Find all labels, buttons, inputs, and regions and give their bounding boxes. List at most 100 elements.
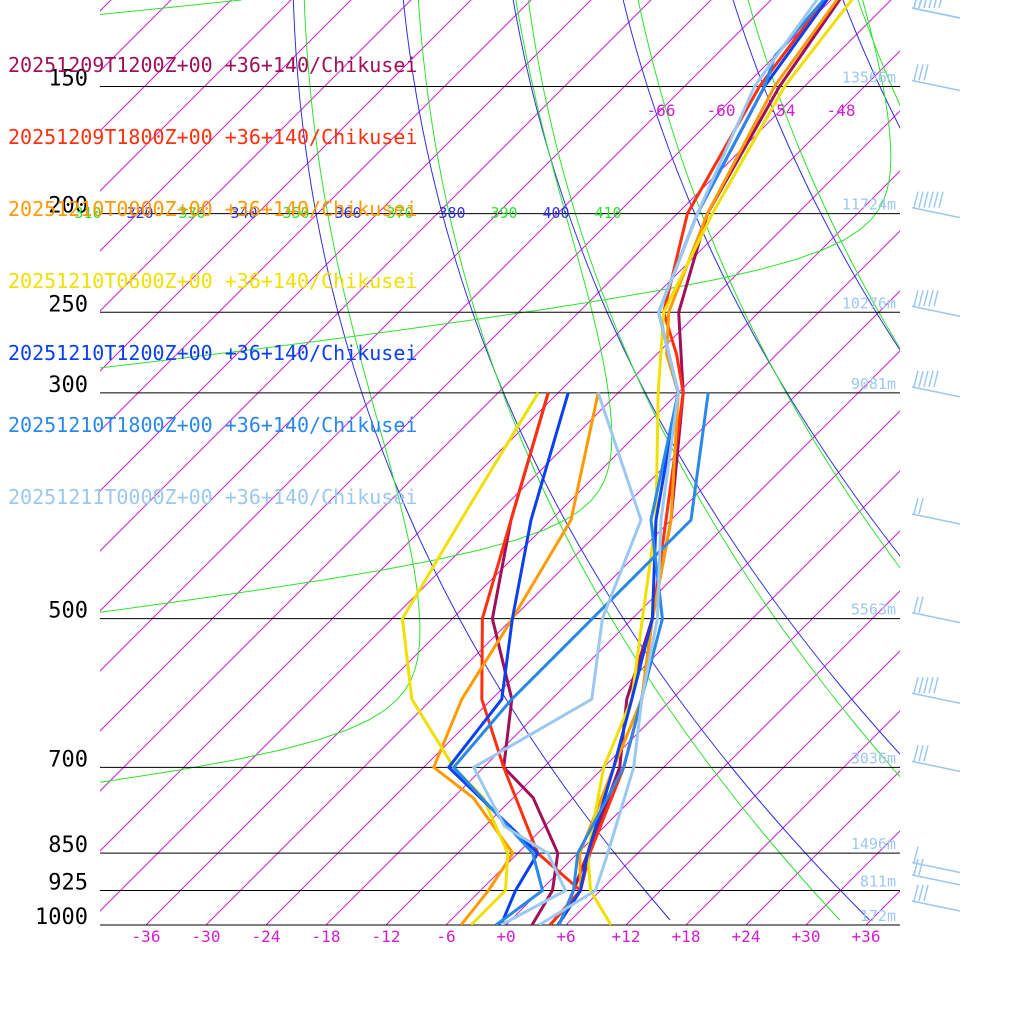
x-tick-label: -36: [132, 927, 161, 946]
wind-barb: [911, 290, 961, 317]
wind-barb: [911, 0, 961, 19]
dry-adiabat-line: [292, 0, 671, 921]
moist-adiabat-line: [968, 0, 1024, 920]
isotherm-line: [100, 0, 652, 552]
wind-barb-flag: [918, 858, 924, 876]
wind-barb-flag: [923, 290, 929, 307]
wind-barb-flag: [933, 0, 937, 9]
isotherm-line: [926, 0, 1024, 925]
isotherm-line: [745, 770, 900, 925]
x-tick-label: +24: [732, 927, 761, 946]
height-label: 13566m: [842, 68, 896, 86]
wind-barb-flag: [913, 370, 919, 388]
wind-barb-flag: [933, 677, 939, 694]
wind-barb-flag: [918, 884, 924, 902]
wind-barb-flag: [918, 745, 924, 762]
moist-adiabat-line: [637, 0, 900, 569]
moist-adiabat-line: [100, 0, 613, 613]
wind-barb-flag: [918, 64, 924, 81]
wind-barb: [911, 846, 961, 874]
isotherm-line: [265, 290, 900, 925]
isotherm-line: [685, 710, 900, 925]
wind-barb-flag: [918, 0, 922, 9]
wind-barb-flag: [918, 370, 924, 388]
wind-barb-flag: [923, 0, 927, 9]
pressure-label: 850: [48, 833, 88, 858]
legend-entry: 20251210T0600Z+00 +36+140/Chikusei: [8, 269, 418, 293]
isotherm-line: [100, 110, 900, 912]
wind-barb: [911, 191, 961, 219]
wind-barb-staff: [911, 79, 961, 92]
isotherm-line: [100, 0, 532, 432]
isotherm-line: [100, 0, 412, 312]
wind-barb-flag: [918, 497, 924, 515]
background-grid: [100, 0, 1024, 925]
isotherm-line: [100, 0, 592, 492]
pressure-label: 150: [48, 66, 88, 91]
wind-barb-flag: [913, 846, 919, 863]
pressure-label: 925: [48, 871, 88, 896]
temperature-profile: [586, 0, 854, 925]
dry-adiabat-line: [622, 0, 900, 557]
height-label: 3036m: [851, 749, 896, 767]
wind-barb-flag: [923, 677, 929, 694]
legend-entry: 20251210T1200Z+00 +36+140/Chikusei: [8, 341, 418, 365]
moist-adiabat-line: [100, 0, 892, 369]
dewpoint-profile: [472, 392, 643, 925]
theta-label: 370: [386, 204, 413, 222]
theta-label: 340: [230, 204, 257, 222]
wind-barb-flag: [913, 64, 919, 81]
isotherm-line: [100, 0, 892, 792]
wind-barb-flag: [913, 677, 919, 694]
theta-label: 360: [334, 204, 361, 222]
isobars: [100, 85, 900, 926]
wind-barb-flag: [933, 290, 939, 307]
dewpoint-profile: [447, 392, 570, 925]
wind-barb-staff: [911, 900, 961, 912]
wind-barb-staff: [911, 692, 961, 704]
temperature-profile: [548, 0, 827, 925]
wind-barb: [911, 745, 961, 773]
dry-adiabat-line: [842, 0, 900, 129]
moist-adiabat-line: [100, 0, 421, 783]
isotherm-line: [565, 590, 900, 925]
wind-barb-flag: [913, 497, 919, 515]
wind-barb-flag: [918, 596, 924, 613]
wind-barb-flag: [913, 745, 919, 762]
legend: 20251209T1200Z+00 +36+140/Chikusei 20251…: [8, 5, 417, 533]
theta-label: 410: [594, 204, 621, 222]
wind-barb-flag: [913, 191, 919, 208]
pressure-label: 1000: [35, 905, 88, 930]
isotherm-line: [100, 0, 772, 672]
dry-adiabat-line: [953, 0, 1024, 920]
wind-barb-flag: [938, 191, 944, 208]
isotherm-label: -60: [707, 101, 736, 120]
isotherm-label: -48: [827, 101, 856, 120]
theta-label: 320: [126, 204, 153, 222]
x-tick-label: +18: [672, 927, 701, 946]
wind-barb-flag: [928, 290, 934, 307]
wind-barb-staff: [911, 386, 961, 398]
wind-barb-flag: [933, 370, 939, 388]
wind-barb-flag: [923, 64, 929, 81]
isotherm-line: [100, 0, 712, 612]
isotherm-line: [805, 830, 900, 925]
height-label: 172m: [860, 907, 896, 925]
theta-label: 350: [282, 204, 309, 222]
isotherm-line: [205, 230, 900, 925]
height-label: 5563m: [851, 601, 896, 619]
x-tick-label: +30: [792, 927, 821, 946]
isotherm-line: [445, 470, 900, 925]
x-tick-label: -24: [252, 927, 281, 946]
theta-label: 390: [490, 204, 517, 222]
wind-barb: [911, 884, 961, 912]
dewpoint-profile: [400, 392, 540, 925]
isotherm-line: [100, 50, 900, 852]
wind-barb-flag: [938, 0, 942, 9]
dewpoint-profile: [452, 392, 710, 925]
legend-entry: 20251210T1800Z+00 +36+140/Chikusei: [8, 413, 418, 437]
wind-barb-flag: [923, 191, 929, 208]
wind-barb-flag: [918, 290, 924, 307]
pressure-label: 200: [48, 194, 88, 219]
